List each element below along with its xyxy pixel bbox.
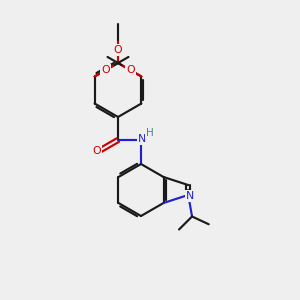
Text: H: H bbox=[146, 128, 154, 138]
Text: O: O bbox=[126, 65, 135, 75]
Text: N: N bbox=[186, 191, 194, 201]
Text: O: O bbox=[93, 146, 101, 156]
Text: O: O bbox=[114, 45, 122, 55]
Text: O: O bbox=[101, 65, 110, 75]
Text: N: N bbox=[138, 134, 146, 144]
